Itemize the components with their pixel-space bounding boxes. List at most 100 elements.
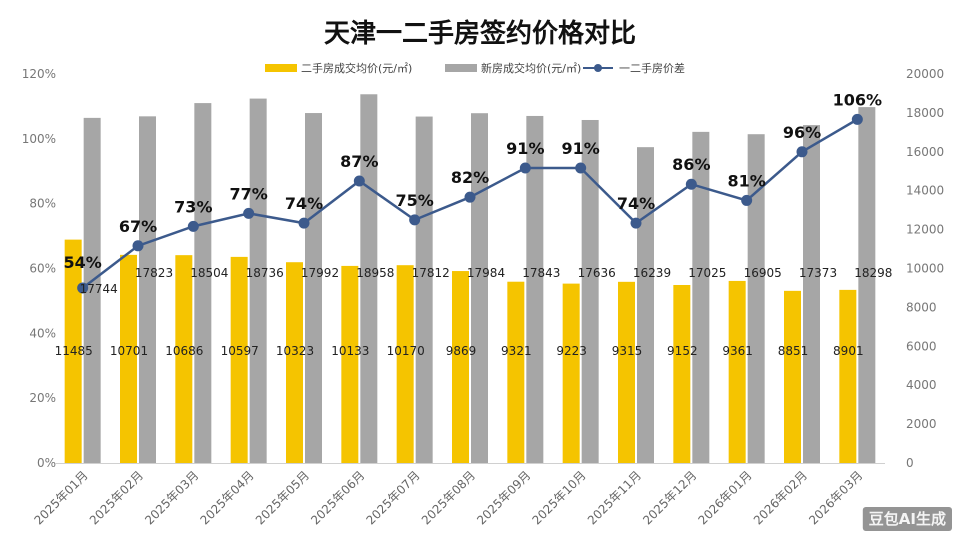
- bar-new-house: [581, 119, 599, 463]
- bar-new-house: [305, 113, 322, 463]
- price-gap-label: 82%: [451, 168, 489, 187]
- price-gap-label: 106%: [833, 90, 882, 109]
- right-tick-label: 16000: [906, 145, 944, 159]
- bar-new-house: [194, 103, 212, 463]
- price-gap-label: 91%: [506, 139, 544, 158]
- legend-label: 一二手房价差: [619, 61, 685, 75]
- x-tick-label: 2025年06月: [308, 468, 367, 527]
- price-gap-label: 67%: [119, 217, 157, 236]
- second-hand-value-label: 9321: [501, 344, 532, 358]
- new-house-value-label: 18736: [246, 266, 284, 280]
- price-gap-label: 73%: [174, 197, 212, 216]
- new-house-value-label: 17744: [80, 282, 118, 296]
- bar-new-house: [249, 98, 267, 463]
- x-tick-label: 2025年04月: [198, 468, 257, 527]
- second-hand-value-label: 9361: [722, 344, 753, 358]
- x-tick-label: 2025年11月: [585, 468, 644, 527]
- second-hand-value-label: 9223: [556, 344, 587, 358]
- bar-new-house: [637, 147, 654, 464]
- second-hand-value-label: 8851: [778, 344, 809, 358]
- x-tick-label: 2025年12月: [640, 468, 699, 527]
- bar-new-house: [803, 125, 820, 463]
- price-gap-label: 87%: [340, 152, 378, 171]
- left-tick-label: 100%: [22, 132, 56, 146]
- right-tick-label: 8000: [906, 300, 937, 314]
- bar-second-hand: [618, 281, 635, 463]
- second-hand-value-label: 9869: [446, 344, 477, 358]
- bar-second-hand: [452, 271, 469, 463]
- legend-swatch: [445, 64, 477, 72]
- x-tick-label: 2025年10月: [530, 468, 589, 527]
- bar-second-hand: [728, 280, 746, 463]
- price-gap-point: [741, 194, 753, 206]
- price-gap-label: 81%: [728, 171, 766, 190]
- price-gap-point: [851, 113, 863, 125]
- price-gap-label: 54%: [64, 253, 102, 272]
- price-gap-point: [685, 178, 697, 190]
- bar-new-house: [360, 94, 378, 463]
- new-house-value-label: 17992: [301, 266, 339, 280]
- second-hand-value-label: 10323: [276, 344, 314, 358]
- price-gap-label: 75%: [396, 191, 434, 210]
- bar-second-hand: [120, 254, 137, 463]
- price-gap-point: [630, 217, 642, 229]
- x-axis: 2025年01月2025年02月2025年03月2025年04月2025年05月…: [32, 463, 885, 527]
- chart-title: 天津一二手房签约价格对比: [324, 18, 636, 49]
- bars: [64, 94, 876, 464]
- legend-label: 二手房成交均价(元/㎡): [301, 61, 412, 75]
- price-gap-point: [132, 240, 144, 252]
- bar-second-hand: [286, 262, 303, 463]
- right-tick-label: 12000: [906, 223, 944, 237]
- second-hand-value-label: 10133: [331, 344, 369, 358]
- left-axis: 0% 20% 40% 60% 80% 100% 120%: [22, 67, 56, 470]
- x-tick-label: 2025年03月: [142, 468, 201, 527]
- right-tick-label: 20000: [906, 67, 944, 81]
- x-tick-label: 2025年02月: [87, 468, 146, 527]
- new-house-value-label: 17812: [412, 266, 450, 280]
- second-hand-value-label: 10597: [221, 344, 259, 358]
- right-tick-label: 0: [906, 456, 914, 470]
- bar-second-hand: [839, 289, 857, 463]
- x-tick-label: 2026年03月: [806, 468, 865, 527]
- new-house-value-label: 17373: [799, 266, 837, 280]
- bar-second-hand: [175, 255, 193, 463]
- price-gap-point: [519, 162, 531, 174]
- price-gap-label: 91%: [562, 139, 600, 158]
- bar-new-house: [139, 116, 156, 463]
- new-house-value-label: 17823: [135, 266, 173, 280]
- bar-second-hand: [396, 265, 414, 463]
- left-tick-label: 120%: [22, 67, 56, 81]
- second-hand-value-label: 10701: [110, 344, 148, 358]
- x-tick-label: 2026年02月: [751, 468, 810, 527]
- bar-second-hand: [784, 290, 801, 463]
- new-house-value-label: 17636: [578, 266, 616, 280]
- price-gap-label: 74%: [617, 194, 655, 213]
- second-hand-value-label: 9315: [612, 344, 643, 358]
- price-gap-point: [243, 207, 255, 219]
- watermark-text: 豆包AI生成: [869, 510, 946, 528]
- price-gap-point: [77, 282, 89, 294]
- price-gap-label: 74%: [285, 194, 323, 213]
- price-gap-line: 11485 17744 10701 17823 10686 18504 10597 18736…: [55, 90, 893, 358]
- legend-swatch: [265, 64, 297, 72]
- legend: 二手房成交均价(元/㎡) 新房成交均价(元/㎡) 一二手房价差: [265, 61, 685, 75]
- price-gap-point: [409, 214, 421, 226]
- bar-new-house: [747, 134, 765, 463]
- right-tick-label: 14000: [906, 184, 944, 198]
- x-tick-label: 2026年01月: [696, 468, 755, 527]
- right-axis: 0 2000 4000 6000 8000 10000 12000 14000 16000 180…: [906, 67, 944, 470]
- new-house-value-label: 16239: [633, 266, 671, 280]
- x-tick-label: 2025年09月: [474, 468, 533, 527]
- left-tick-label: 40%: [29, 326, 56, 340]
- right-tick-label: 18000: [906, 106, 944, 120]
- second-hand-value-label: 10170: [387, 344, 425, 358]
- x-tick-label: 2025年01月: [32, 468, 91, 527]
- right-tick-label: 4000: [906, 378, 937, 392]
- right-tick-label: 2000: [906, 417, 937, 431]
- price-gap-label: 86%: [672, 155, 710, 174]
- bar-second-hand: [64, 239, 82, 463]
- bar-second-hand: [673, 284, 691, 463]
- right-tick-label: 6000: [906, 339, 937, 353]
- second-hand-value-label: 8901: [833, 344, 864, 358]
- left-tick-label: 80%: [29, 197, 56, 211]
